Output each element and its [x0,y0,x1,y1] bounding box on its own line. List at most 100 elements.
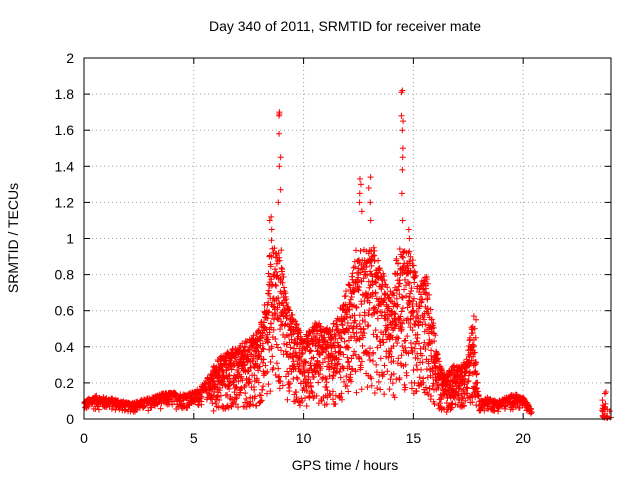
data-point [380,371,387,378]
data-point [422,384,429,391]
data-point [419,359,426,366]
data-point [410,262,417,269]
data-point [273,282,280,289]
data-point [464,390,471,397]
data-point [239,377,246,384]
data-point [430,380,437,387]
data-point [367,199,374,206]
data-point [435,385,442,392]
data-point [404,262,411,269]
data-point [420,379,427,386]
data-point [276,385,283,392]
data-point [308,347,315,354]
data-point [400,248,407,255]
data-point [292,318,299,325]
data-point [364,323,371,330]
data-point [350,352,357,359]
data-point [262,369,269,376]
data-point [604,406,611,413]
data-points [81,87,614,422]
data-point [396,280,403,287]
data-point [413,308,420,315]
y-tick-label: 1.6 [55,122,75,138]
grid [84,58,611,419]
data-point [326,390,333,397]
data-point [414,366,421,373]
data-point [384,316,391,323]
data-point [285,332,292,339]
data-point [424,295,431,302]
data-point [289,311,296,318]
data-point [299,350,306,357]
data-point [464,385,471,392]
data-point [328,343,335,350]
data-point [390,358,397,365]
data-point [321,334,328,341]
data-point [273,260,280,267]
data-point [475,392,482,399]
data-point [419,314,426,321]
data-point [384,284,391,291]
data-point [95,406,102,413]
data-point [425,360,432,367]
y-tick-label: 2 [66,50,74,66]
data-point [276,257,283,264]
data-point [428,393,435,400]
data-point [441,405,448,412]
data-point [302,358,309,365]
data-point [226,385,233,392]
data-point [414,355,421,362]
data-point [268,343,275,350]
data-point [461,376,468,383]
data-point [257,398,264,405]
data-point [368,375,375,382]
data-point [398,89,405,96]
data-point [397,313,404,320]
data-point [381,277,388,284]
data-point [323,379,330,386]
data-point [461,403,468,410]
data-point [374,333,381,340]
data-point [428,316,435,323]
data-point [454,391,461,398]
data-point [459,394,466,401]
data-point [398,352,405,359]
data-point [405,226,412,233]
data-point [293,341,300,348]
data-point [404,333,411,340]
data-point [348,378,355,385]
y-tick-label: 1.2 [55,194,75,210]
data-point [434,355,441,362]
data-point [407,316,414,323]
data-point [268,237,275,244]
data-point [474,379,481,386]
data-point [398,190,405,197]
data-point [285,306,292,313]
y-tick-label: 0 [66,411,74,427]
data-point [286,307,293,314]
data-point [321,355,328,362]
data-point [409,257,416,264]
data-point [255,379,262,386]
data-point [376,267,383,274]
data-point [389,380,396,387]
data-point [387,321,394,328]
data-point [363,348,370,355]
data-point [224,391,231,398]
data-point [407,290,414,297]
data-point [399,166,406,173]
data-point [269,353,276,360]
data-point [395,260,402,267]
data-point [294,376,301,383]
data-point [491,407,498,414]
data-point [285,371,292,378]
data-point [266,290,273,297]
data-point [367,217,374,224]
data-point [394,340,401,347]
data-point [469,330,476,337]
data-point [343,288,350,295]
data-point [265,381,272,388]
data-point [360,325,367,332]
data-point [316,360,323,367]
data-point [276,163,283,170]
